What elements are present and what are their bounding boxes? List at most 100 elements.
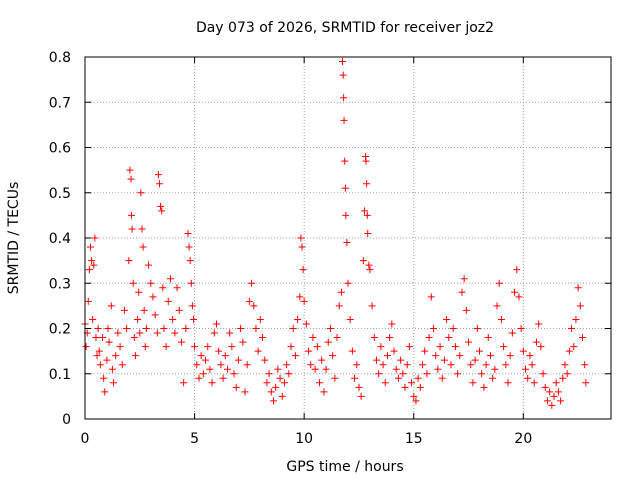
data-point bbox=[582, 379, 590, 387]
data-point bbox=[135, 288, 143, 296]
data-point bbox=[465, 338, 473, 346]
data-point bbox=[379, 361, 387, 369]
data-point bbox=[528, 361, 536, 369]
data-point bbox=[581, 361, 589, 369]
data-point bbox=[326, 325, 334, 332]
data-point bbox=[125, 257, 133, 265]
data-point bbox=[543, 397, 551, 405]
data-point bbox=[340, 116, 348, 124]
data-point bbox=[137, 189, 145, 197]
data-point bbox=[401, 383, 409, 391]
data-point bbox=[392, 365, 400, 373]
data-point bbox=[570, 343, 578, 351]
data-point bbox=[307, 361, 315, 369]
data-point bbox=[221, 352, 229, 360]
data-point bbox=[185, 243, 193, 251]
data-point bbox=[180, 379, 188, 387]
x-axis-label: GPS time / hours bbox=[286, 459, 403, 475]
data-point bbox=[291, 352, 299, 360]
data-point bbox=[128, 225, 136, 233]
data-point bbox=[151, 311, 159, 319]
data-point bbox=[447, 361, 455, 369]
data-point bbox=[274, 365, 282, 373]
data-point bbox=[535, 320, 543, 328]
data-point bbox=[250, 302, 258, 310]
data-point bbox=[519, 347, 527, 355]
x-tick-label: 0 bbox=[81, 431, 90, 447]
y-tick-label: 0.2 bbox=[49, 322, 71, 338]
data-point bbox=[476, 347, 483, 355]
data-point bbox=[324, 338, 332, 346]
data-point bbox=[500, 343, 508, 351]
x-axis: 0 5 10 15 20 bbox=[81, 57, 532, 447]
data-point bbox=[127, 211, 135, 219]
data-point bbox=[188, 302, 196, 310]
data-point bbox=[219, 374, 227, 382]
data-point bbox=[320, 388, 328, 396]
data-point bbox=[175, 306, 183, 314]
data-point bbox=[473, 325, 481, 332]
data-point bbox=[357, 392, 365, 400]
data-point bbox=[574, 284, 582, 292]
data-point bbox=[280, 379, 288, 387]
data-point bbox=[114, 329, 122, 337]
data-point bbox=[289, 325, 297, 332]
data-point bbox=[364, 229, 372, 237]
data-point bbox=[149, 293, 157, 301]
data-point bbox=[204, 343, 212, 351]
data-point bbox=[524, 374, 532, 382]
data-point bbox=[276, 374, 284, 382]
data-point bbox=[313, 343, 321, 351]
data-point bbox=[206, 365, 214, 373]
data-point bbox=[386, 334, 394, 342]
data-point bbox=[438, 374, 446, 382]
data-point bbox=[104, 325, 112, 332]
data-point bbox=[522, 365, 530, 373]
data-point bbox=[399, 370, 407, 378]
data-point bbox=[353, 361, 361, 369]
data-point bbox=[187, 279, 195, 287]
data-point bbox=[171, 329, 179, 337]
data-point bbox=[84, 297, 92, 305]
data-point bbox=[285, 370, 293, 378]
data-point bbox=[112, 352, 120, 360]
data-point bbox=[164, 297, 172, 305]
data-point bbox=[93, 352, 101, 360]
data-point bbox=[419, 361, 427, 369]
data-point bbox=[283, 361, 291, 369]
data-point bbox=[456, 352, 464, 360]
data-point bbox=[432, 352, 440, 360]
data-point bbox=[342, 211, 350, 219]
data-point bbox=[182, 325, 190, 332]
data-point bbox=[99, 334, 107, 342]
data-point bbox=[215, 347, 223, 355]
data-point bbox=[259, 334, 267, 342]
data-point bbox=[141, 343, 149, 351]
y-tick-label: 0 bbox=[62, 412, 71, 428]
data-point bbox=[341, 157, 349, 165]
x-tick-label: 15 bbox=[405, 431, 423, 447]
data-point bbox=[322, 365, 330, 373]
data-point bbox=[100, 374, 108, 382]
data-point bbox=[383, 352, 391, 360]
data-point bbox=[173, 284, 181, 292]
data-point bbox=[245, 297, 253, 305]
data-point bbox=[86, 243, 94, 251]
data-point bbox=[482, 361, 490, 369]
data-point bbox=[493, 302, 501, 310]
data-point bbox=[202, 356, 210, 364]
data-point bbox=[305, 347, 313, 355]
data-point bbox=[412, 397, 420, 405]
data-point bbox=[449, 325, 457, 332]
data-point bbox=[85, 266, 93, 274]
data-point bbox=[89, 315, 97, 323]
data-point bbox=[265, 370, 273, 378]
data-point bbox=[362, 157, 370, 165]
data-point bbox=[252, 325, 260, 332]
data-point bbox=[484, 334, 492, 342]
data-point bbox=[153, 329, 161, 337]
data-point bbox=[436, 343, 444, 351]
data-point bbox=[287, 343, 295, 351]
data-point bbox=[486, 352, 494, 360]
